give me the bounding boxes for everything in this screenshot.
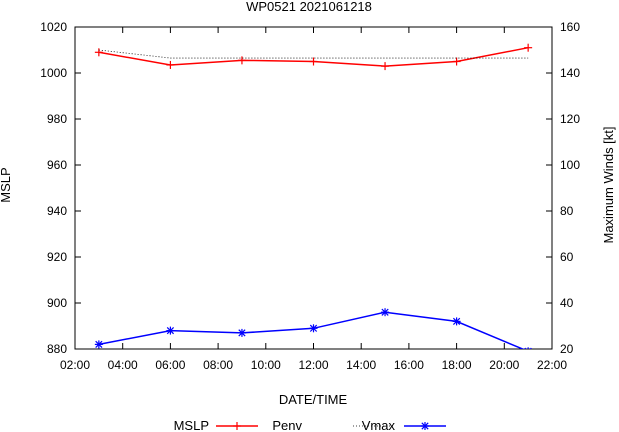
mslp-point-4	[381, 62, 390, 71]
vmax-point-4	[381, 308, 390, 317]
vmax-point-4-mark-d2	[381, 308, 389, 316]
y2-tick-label: 20	[560, 342, 574, 356]
mslp-point-2	[237, 56, 246, 65]
y-tick-label: 940	[47, 204, 67, 218]
mslp-point-1	[166, 60, 175, 69]
y-tick-label: 900	[47, 296, 67, 310]
legend: MSLP Penv Vmax	[174, 418, 446, 432]
axis-ticks: 02:00 04:00 06:00 08:00 10:00 12:00 14:00 16:00…	[40, 20, 580, 372]
x-tick-label: 22:00	[537, 358, 567, 372]
y-tick-label: 960	[47, 158, 67, 172]
vmax-point-6	[524, 347, 532, 349]
vmax-point-0-mark-d2	[95, 340, 103, 349]
y-tick-label: 920	[47, 250, 67, 264]
legend-marker-vmax-d2	[421, 422, 429, 430]
vmax-point-1	[166, 326, 175, 335]
penv-line	[98, 49, 529, 59]
x-tick-label: 12:00	[298, 358, 328, 372]
y2-tick-label: 40	[560, 296, 574, 310]
plot-frame	[74, 26, 553, 350]
y2-tick-label: 80	[560, 204, 574, 218]
y2-tick-label: 160	[560, 20, 580, 34]
x-tick-label: 14:00	[346, 358, 376, 372]
x-axis-label: DATE/TIME	[279, 392, 348, 407]
x-tick-label: 18:00	[442, 358, 472, 372]
mslp-point-5	[452, 57, 461, 66]
chart-title: WP0521 2021061218	[246, 0, 372, 14]
mslp-point-3	[309, 57, 318, 66]
x-tick-label: 04:00	[108, 358, 138, 372]
y2-tick-label: 100	[560, 158, 580, 172]
x-tick-label: 20:00	[489, 358, 519, 372]
vmax-point-5-mark-d2	[452, 317, 461, 326]
vmax-point-2	[237, 328, 246, 337]
vmax-point-3	[309, 324, 318, 333]
x-tick-label: 06:00	[155, 358, 185, 372]
series-group	[94, 43, 533, 349]
vmax-point-1-mark-d2	[166, 326, 175, 335]
legend-label-vmax: Vmax	[362, 418, 396, 432]
y2-axis-label: Maximum Winds [kt]	[601, 126, 616, 243]
x-tick-label: 16:00	[394, 358, 424, 372]
y-tick-label: 1000	[40, 66, 67, 80]
vmax-point-2-mark-d2	[238, 329, 246, 337]
y2-tick-label: 120	[560, 112, 580, 126]
y-tick-label: 880	[47, 342, 67, 356]
mslp-point-6	[524, 43, 533, 52]
mslp-point-0	[94, 48, 103, 57]
legend-label-mslp: MSLP	[174, 418, 209, 432]
y-axis-label: MSLP	[0, 167, 13, 202]
x-tick-label: 02:00	[60, 358, 90, 372]
y-tick-label: 1020	[40, 20, 67, 34]
x-tick-label: 10:00	[251, 358, 281, 372]
vmax-point-3-mark-d2	[309, 324, 318, 332]
y-tick-label: 980	[47, 112, 67, 126]
vmax-point-0	[94, 340, 103, 349]
x-tick-label: 08:00	[203, 358, 233, 372]
vmax-point-5	[452, 317, 461, 326]
y2-tick-label: 60	[560, 250, 574, 264]
y2-tick-label: 140	[560, 66, 580, 80]
legend-label-penv: Penv	[272, 418, 302, 432]
